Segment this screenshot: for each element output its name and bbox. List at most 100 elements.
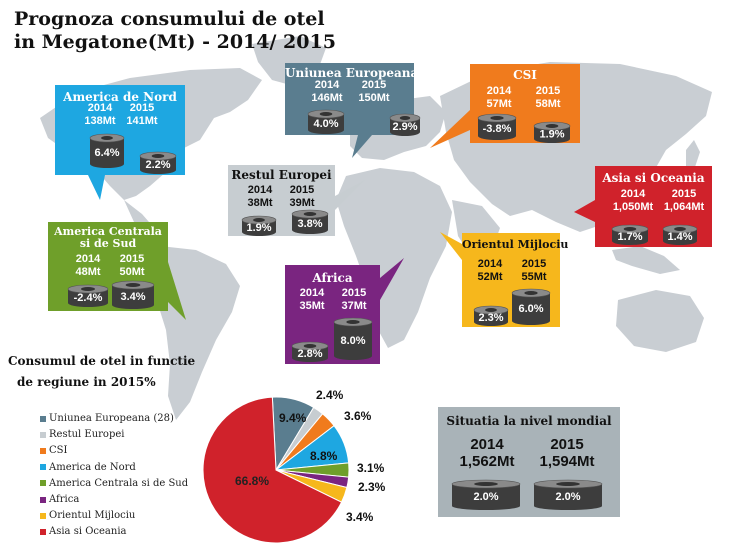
- pie-label-csi: 3.6%: [344, 409, 372, 423]
- asia-oceania-cyl-2014: 1.7%: [611, 224, 649, 245]
- legend-swatch: [40, 480, 46, 487]
- asia-oceania-cyl-2014-label: 1.7%: [617, 231, 642, 243]
- middle-east-cyl-2014-label: 2.3%: [478, 312, 503, 324]
- legend-item: Africa: [40, 494, 79, 505]
- world-cyl-2014-label: 2.0%: [473, 491, 498, 503]
- rest-europe-name: Restul Europei: [231, 168, 332, 182]
- middle-east-name: Orientul Mijlociu: [462, 238, 569, 251]
- eu-2014: 2014 146Mt: [311, 79, 343, 104]
- legend-swatch: [40, 415, 46, 422]
- pie-label-middle-east: 3.4%: [346, 510, 374, 524]
- rest-europe-cyl-2014: 1.9%: [241, 215, 277, 236]
- asia-oceania-cyl-2015-label: 1.4%: [667, 231, 692, 243]
- legend-label: America Centrala si de Sud: [49, 477, 189, 489]
- csi-cyl-2015: 1.9%: [533, 121, 571, 143]
- rest-europe-cyl-2015-label: 3.8%: [297, 218, 322, 230]
- eu-cyl-2015: 2.9%: [389, 113, 421, 136]
- rest-europe-cyl-2014-label: 1.9%: [246, 222, 271, 234]
- csi-2014: 2014 57Mt: [486, 85, 512, 110]
- middle-east-2014: 2014 52Mt: [477, 258, 503, 283]
- central-south-america-cyl-2014: -2.4%: [67, 284, 109, 307]
- north-america-cyl-2015: 2.2%: [139, 151, 177, 174]
- legend-swatch: [40, 431, 46, 438]
- middle-east-cyl-2015-label: 6.0%: [518, 303, 543, 315]
- eu-name: Uniunea Europeana: [285, 66, 419, 80]
- legend-item: America de Nord: [40, 462, 136, 473]
- middle-east-cyl-2015: 6.0%: [511, 288, 551, 325]
- legend-item: Asia si Oceania: [40, 526, 126, 537]
- asia-oceania-cyl-2015: 1.4%: [662, 224, 698, 245]
- world-cyl-2015-label: 2.0%: [555, 491, 580, 503]
- pie-title-line-2: de regiune in 2015%: [17, 375, 156, 389]
- world-cyl-2014: 2.0%: [451, 479, 521, 510]
- legend-swatch: [40, 528, 46, 535]
- page-title-line-1: Prognoza consumului de otel: [14, 8, 325, 30]
- central-south-america-cyl-2015: 3.4%: [111, 280, 155, 309]
- csi-2015: 2015 58Mt: [535, 85, 561, 110]
- africa-cyl-2015: 8.0%: [333, 317, 373, 360]
- eu-2015: 2015 150Mt: [358, 79, 390, 104]
- legend-label: Uniunea Europeana (28): [49, 413, 174, 424]
- legend-label: CSI: [49, 445, 68, 457]
- world-cyl-2015: 2.0%: [533, 479, 603, 510]
- central-south-america-2014: 2014 48Mt: [75, 253, 101, 278]
- pie-label-africa: 2.3%: [358, 480, 386, 494]
- north-america-cyl-2014: 6.4%: [89, 133, 125, 168]
- asia-oceania-name: Asia si Oceania: [602, 171, 705, 185]
- middle-east-cyl-2014: 2.3%: [473, 305, 509, 326]
- africa-cyl-2014-label: 2.8%: [297, 348, 322, 360]
- pie-title-line-1: Consumul de otel in functie: [8, 354, 196, 368]
- asia-oceania-2014: 2014 1,050Mt: [612, 188, 654, 213]
- csi-cyl-2014-label: -3.8%: [483, 123, 512, 135]
- rest-europe-cyl-2015: 3.8%: [291, 209, 329, 234]
- csi-name: CSI: [513, 68, 537, 82]
- csi-cyl-2015-label: 1.9%: [539, 129, 564, 141]
- north-america-2014: 2014 138Mt: [84, 102, 116, 127]
- rest-europe-2015: 2015 39Mt: [289, 184, 315, 209]
- legend-label: Africa: [49, 494, 80, 505]
- eu-cyl-2014-label: 4.0%: [313, 118, 338, 130]
- legend-swatch: [40, 496, 46, 503]
- legend-label: Restul Europei: [49, 429, 125, 441]
- world-2015: 2015 1,594Mt: [539, 436, 595, 470]
- central-south-america-2015: 2015 50Mt: [119, 253, 145, 278]
- legend-item: CSI: [40, 445, 67, 456]
- africa-2015: 2015 37Mt: [341, 287, 367, 312]
- legend-swatch: [40, 447, 46, 454]
- central-south-america-cyl-2014-label: -2.4%: [74, 292, 103, 304]
- central-south-america-name: America Centrala si de Sud: [54, 225, 162, 250]
- eu-callout: [285, 63, 414, 158]
- csi-cyl-2014: -3.8%: [477, 113, 517, 140]
- page-title-line-2: in Megatone(Mt) - 2014/ 2015: [14, 31, 336, 53]
- north-america-name: America de Nord: [63, 90, 177, 104]
- legend-item: America Centrala si de Sud: [40, 478, 188, 489]
- world-2014: 2014 1,562Mt: [459, 436, 515, 470]
- legend-swatch: [40, 464, 46, 471]
- legend-item: Restul Europei: [40, 429, 124, 440]
- pie-label-rest-europe: 2.4%: [316, 388, 344, 402]
- north-america-cyl-2014-label: 6.4%: [94, 147, 119, 159]
- legend-label: Orientul Mijlociu: [49, 510, 136, 522]
- africa-cyl-2014: 2.8%: [291, 341, 329, 362]
- pie-label-asia-oceania: 66.8%: [235, 474, 270, 488]
- africa-name: Africa: [312, 271, 353, 285]
- legend-item: Uniunea Europeana (28): [40, 413, 174, 424]
- eu-cyl-2014: 4.0%: [307, 109, 345, 134]
- pie-label-central-south-america: 3.1%: [357, 461, 385, 475]
- africa-cyl-2015-label: 8.0%: [340, 335, 365, 347]
- north-america-cyl-2015-label: 2.2%: [145, 159, 170, 171]
- africa-callout: [285, 258, 404, 364]
- world-summary-title: Situatia la nivel mondial: [446, 414, 612, 428]
- asia-oceania-2015: 2015 1,064Mt: [663, 188, 705, 213]
- central-south-america-cyl-2015-label: 3.4%: [120, 291, 145, 303]
- legend-item: Orientul Mijlociu: [40, 510, 135, 521]
- legend-label: Asia si Oceania: [49, 526, 127, 538]
- rest-europe-2014: 2014 38Mt: [247, 184, 273, 209]
- middle-east-2015: 2015 55Mt: [521, 258, 547, 283]
- pie-label-eu: 9.4%: [279, 411, 307, 425]
- north-america-2015: 2015 141Mt: [126, 102, 158, 127]
- pie-slice-asia-oceania: [202, 396, 343, 544]
- legend-swatch: [40, 512, 46, 519]
